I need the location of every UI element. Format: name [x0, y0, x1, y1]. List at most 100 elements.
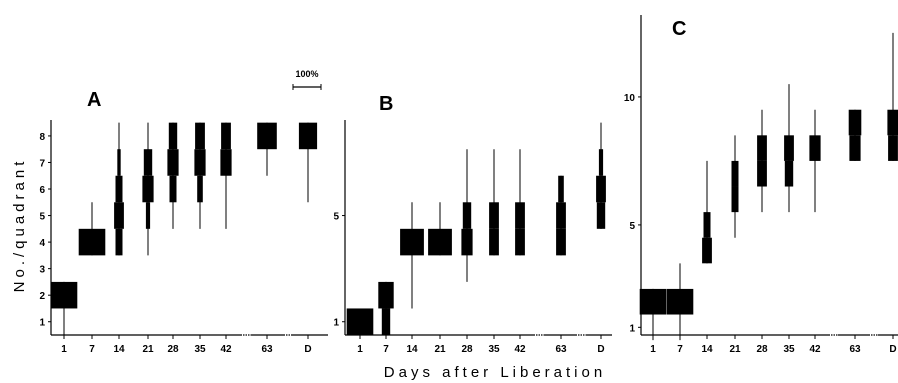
y-axis-title: No./quadrant	[11, 158, 28, 293]
x-tick-label: 1	[61, 344, 67, 355]
kite-band	[50, 281, 78, 309]
kite-band	[167, 149, 179, 176]
kite-band	[784, 160, 794, 187]
kite-band	[220, 149, 232, 176]
kite-band	[117, 149, 121, 176]
x-tick-label: 42	[514, 344, 526, 355]
x-tick-label: D	[597, 344, 604, 355]
kite-band	[115, 175, 123, 203]
kite-14	[114, 122, 124, 256]
x-tick-label: 35	[783, 344, 795, 355]
kite-28	[167, 122, 179, 229]
x-tick-label: 1	[357, 344, 363, 355]
kite-band	[381, 308, 391, 335]
kite-63	[257, 122, 277, 176]
kite-band	[848, 109, 862, 136]
kite-band	[346, 308, 374, 335]
kite-band	[461, 228, 473, 256]
kite-7	[78, 202, 106, 256]
kite-7	[378, 281, 394, 335]
kite-63	[848, 109, 862, 161]
y-tick-label: 5	[333, 212, 339, 223]
kite-band	[515, 228, 525, 256]
panel-A: A 1 2 3 4 5 6 7 8 1 7 14 21 28 35 42 63 D	[39, 89, 328, 355]
kite-band	[298, 122, 318, 150]
kite-band	[489, 228, 499, 256]
kite-band	[558, 175, 564, 203]
kite-1	[50, 281, 78, 335]
x-tick-label: 35	[488, 344, 500, 355]
kite-D	[596, 122, 606, 229]
kite-band	[666, 288, 694, 315]
kite-band	[556, 228, 566, 256]
y-tick-label: 10	[624, 93, 636, 104]
kite-band	[195, 122, 205, 150]
kite-band	[168, 122, 178, 150]
kite-63	[556, 175, 566, 256]
x-tick-label: 42	[220, 344, 232, 355]
kite-band	[888, 135, 898, 161]
panel-letter: A	[87, 89, 101, 111]
x-tick-label: D	[889, 344, 896, 355]
kite-band	[142, 175, 154, 203]
kite-band	[145, 202, 151, 229]
panel-letter: C	[672, 18, 686, 40]
kite-band	[849, 135, 861, 161]
kite-band	[78, 228, 106, 256]
kite-42	[515, 149, 525, 256]
kite-band	[114, 202, 124, 229]
kite-35	[489, 149, 499, 256]
kite-band	[194, 149, 206, 176]
kite-band	[598, 149, 604, 176]
y-tick-label: 5	[629, 221, 635, 232]
y-tick-label: 1	[333, 318, 339, 329]
x-axis-title: Days after Liberation	[384, 364, 606, 381]
kite-1	[346, 308, 374, 335]
kite-D	[887, 32, 898, 161]
x-tick-label: 14	[406, 344, 418, 355]
x-tick-label: 63	[555, 344, 567, 355]
x-tick-label: 21	[142, 344, 154, 355]
kite-1	[639, 288, 667, 341]
x-tick-label: 21	[729, 344, 741, 355]
x-tick-label: 28	[461, 344, 473, 355]
scale-label: 100%	[295, 69, 318, 79]
kite-band	[887, 109, 898, 136]
kite-band	[757, 135, 767, 161]
kite-band	[596, 175, 606, 203]
y-tick-label: 3	[39, 265, 45, 276]
x-tick-label: 14	[113, 344, 125, 355]
kite-band	[400, 228, 424, 256]
kite-band	[197, 175, 203, 203]
kite-band	[556, 202, 566, 229]
kite-band	[784, 135, 794, 161]
kite-band	[703, 212, 711, 238]
x-tick-label: 63	[849, 344, 861, 355]
kite-band	[489, 202, 499, 229]
x-tick-label: 42	[809, 344, 821, 355]
kite-band	[757, 160, 767, 187]
y-tick-label: 4	[39, 238, 45, 249]
y-tick-label: 2	[39, 291, 45, 302]
kite-42	[220, 122, 232, 229]
x-tick-label: 28	[756, 344, 768, 355]
panel-letter: B	[379, 93, 393, 115]
kite-band	[115, 228, 123, 256]
kite-7	[666, 263, 694, 341]
scale-indicator: 100%	[292, 69, 322, 90]
kite-band	[702, 237, 712, 264]
kite-band	[257, 122, 277, 150]
kite-band	[143, 149, 153, 176]
x-tick-label: 63	[261, 344, 273, 355]
x-tick-label: 7	[677, 344, 683, 355]
x-tick-label: D	[304, 344, 311, 355]
kite-14	[400, 202, 424, 309]
y-tick-label: 6	[39, 185, 45, 196]
kite-band	[731, 186, 739, 213]
kite-28	[461, 149, 473, 282]
x-tick-label: 7	[383, 344, 389, 355]
kite-band	[809, 135, 821, 161]
kite-14	[702, 160, 712, 264]
